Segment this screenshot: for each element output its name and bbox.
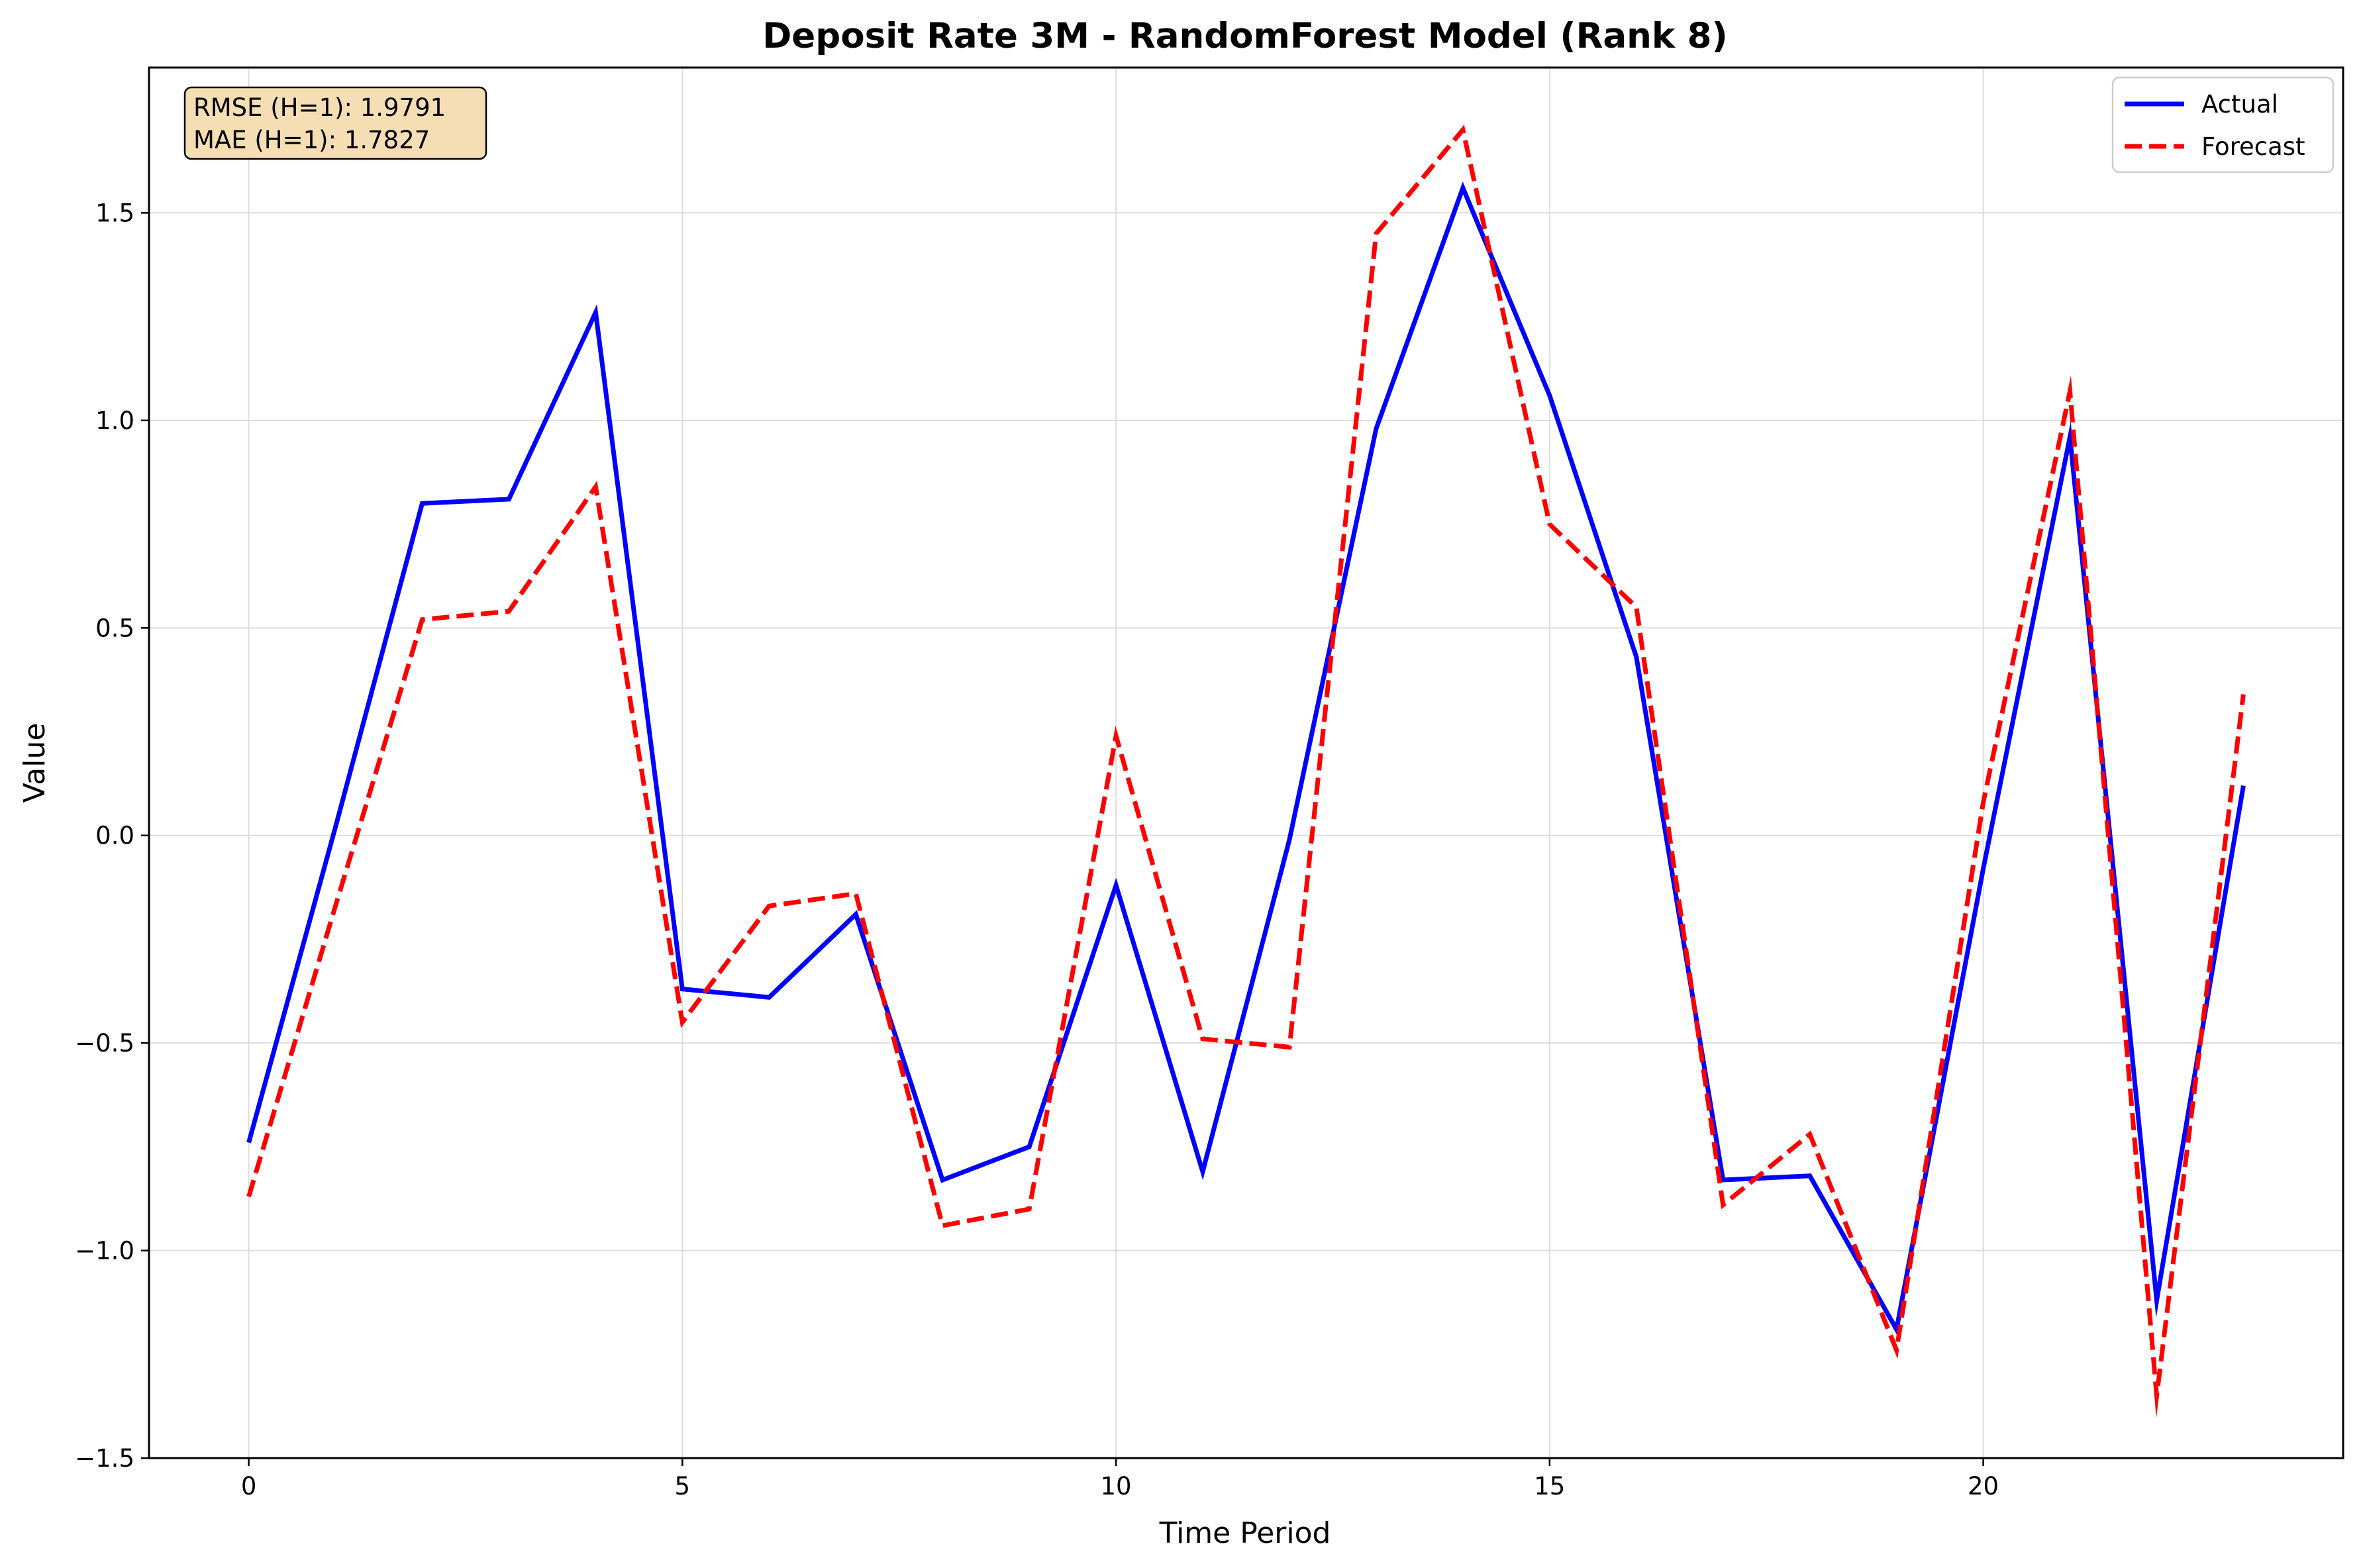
y-tick-label: 0.5 bbox=[95, 614, 134, 642]
y-tick-label: 1.5 bbox=[95, 199, 134, 227]
x-tick-label: 15 bbox=[1534, 1472, 1565, 1500]
x-axis-label: Time Period bbox=[1159, 1516, 1331, 1550]
stats-annotation-box: RMSE (H=1): 1.9791 MAE (H=1): 1.7827 bbox=[183, 86, 487, 160]
y-tick-label: −0.5 bbox=[75, 1029, 134, 1057]
legend-box bbox=[2111, 76, 2335, 173]
y-tick-label: 0.0 bbox=[95, 822, 134, 850]
ticks: 0 5 10 15 20 −1.5 −1.0 −0.5 0.0 0.5 1.0 1.5 bbox=[75, 199, 1999, 1500]
rmse-text: RMSE (H=1): 1.9791 bbox=[193, 93, 446, 122]
y-tick-label: 1.0 bbox=[95, 407, 134, 435]
x-tick-label: 0 bbox=[241, 1472, 257, 1500]
y-axis-label: Value bbox=[18, 723, 52, 803]
legend-label-actual: Actual bbox=[2201, 90, 2278, 119]
y-tick-label: −1.5 bbox=[75, 1444, 134, 1473]
plot-frame bbox=[148, 66, 2344, 1459]
x-tick-label: 10 bbox=[1101, 1472, 1132, 1500]
mae-text: MAE (H=1): 1.7827 bbox=[193, 126, 430, 154]
stats-box-background bbox=[183, 86, 487, 160]
series-layer bbox=[246, 124, 2246, 1418]
legend: Actual Forecast bbox=[2111, 76, 2335, 173]
chart-title: Deposit Rate 3M - RandomForest Model (Ra… bbox=[762, 16, 1727, 56]
series-line-forecast bbox=[246, 124, 2246, 1418]
x-tick-label: 5 bbox=[675, 1472, 691, 1500]
legend-label-forecast: Forecast bbox=[2201, 132, 2305, 161]
x-tick-label: 20 bbox=[1968, 1472, 1999, 1500]
y-tick-label: −1.0 bbox=[75, 1237, 134, 1265]
